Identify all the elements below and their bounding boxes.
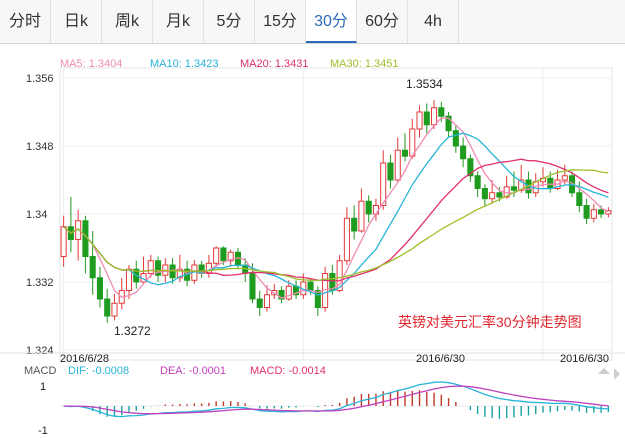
candle-body: [249, 273, 256, 300]
chart-title: 英镑对美元汇率30分钟走势图: [398, 314, 582, 330]
candle-body: [104, 298, 111, 317]
candle-body: [452, 130, 459, 147]
candle-body: [496, 192, 503, 198]
candle-body: [445, 115, 452, 132]
candle-body: [489, 192, 496, 200]
ma30-line: [63, 169, 609, 282]
macd-ytick-1: -1: [38, 425, 48, 437]
y-tick-label-2: 1.34: [26, 209, 47, 221]
macd-legend-2: DEA: -0.0001: [160, 365, 226, 377]
x-tick-label-0: 2016/6/28: [60, 353, 109, 365]
macd-legend-3: MACD: -0.0014: [250, 365, 326, 377]
candle-body: [372, 205, 379, 215]
candle-body: [561, 175, 568, 181]
low-label: 1.3272: [114, 324, 151, 338]
candle-body: [460, 145, 467, 160]
tab-8[interactable]: 4h: [408, 0, 459, 43]
ma10-line: [63, 132, 609, 296]
candle-body: [147, 260, 154, 274]
candle-body: [358, 200, 365, 232]
candle-body: [278, 290, 285, 300]
tab-6[interactable]: 30分: [306, 0, 357, 43]
candle-body: [401, 149, 409, 157]
timeframe-tabs: 分时 日k 周k 月k 5分 15分 30分 60分 4h: [0, 0, 625, 44]
dif-line: [63, 381, 609, 418]
x-tick-label-2: 2016/6/30: [560, 353, 609, 365]
ma-legend-3: MA30: 1.3451: [330, 58, 399, 70]
candle-body: [416, 111, 423, 130]
tab-5[interactable]: 15分: [255, 0, 306, 43]
candle-body: [481, 188, 488, 200]
ma-legend-2: MA20: 1.3431: [240, 58, 309, 70]
candle-body: [510, 186, 517, 191]
candle-body: [314, 290, 321, 308]
candle-body: [125, 268, 133, 291]
scroll-up-icon: [598, 368, 610, 374]
candle-body: [474, 175, 481, 189]
y-tick-label-0: 1.356: [26, 73, 54, 85]
candle-body: [336, 260, 343, 291]
candle-body: [351, 217, 358, 232]
candle-body: [285, 285, 292, 300]
tab-2[interactable]: 周k: [102, 0, 153, 43]
candle-body: [387, 162, 394, 181]
scroll-right-icon: [614, 368, 620, 380]
candle-body: [365, 200, 372, 215]
candle-body: [598, 209, 605, 215]
candle-body: [394, 149, 401, 181]
macd-legend-0: MACD: [24, 365, 56, 377]
candle-body: [518, 179, 525, 191]
candle-body: [547, 177, 554, 190]
candle-body: [590, 209, 597, 219]
tab-3[interactable]: 月k: [153, 0, 204, 43]
x-tick-label-1: 2016/6/30: [416, 353, 465, 365]
candle-body: [438, 107, 445, 117]
high-label: 1.3534: [406, 77, 443, 91]
candle-body: [111, 302, 118, 317]
candlestick-chart: 1.356 1.348 1.34 1.332 1.324 MA5: 1.3404 MA10:…: [0, 58, 625, 437]
candle-body: [220, 247, 227, 262]
ma20-line: [63, 158, 609, 282]
candle-body: [60, 226, 67, 257]
tab-0[interactable]: 分时: [0, 0, 51, 43]
candle-body: [89, 256, 96, 279]
candle-body: [256, 298, 263, 308]
candle-body: [96, 277, 103, 300]
dea-line: [63, 385, 609, 415]
tab-7[interactable]: 60分: [357, 0, 408, 43]
candle-body: [155, 260, 162, 276]
candle-body: [343, 217, 350, 262]
ma-legend-0: MA5: 1.3404: [60, 58, 122, 70]
candle-body: [263, 294, 271, 308]
candle-body: [576, 192, 583, 206]
candle-body: [213, 247, 220, 264]
candle-body: [431, 107, 438, 126]
candle-body: [380, 162, 387, 206]
candle-body: [467, 158, 474, 177]
y-tick-label-1: 1.348: [26, 141, 54, 153]
macd-legend-1: DIF: -0.0008: [68, 365, 129, 377]
candle-body: [583, 205, 590, 219]
y-tick-label-4: 1.324: [26, 345, 54, 357]
candle-body: [307, 281, 314, 291]
candle-body: [605, 210, 612, 215]
y-tick-label-3: 1.332: [26, 277, 54, 289]
tab-1[interactable]: 日k: [51, 0, 102, 43]
candle-body: [423, 111, 430, 126]
ma-legend-1: MA10: 1.3423: [150, 58, 219, 70]
macd-ytick-0: 1: [40, 381, 46, 393]
tab-4[interactable]: 5分: [204, 0, 255, 43]
candle-body: [227, 251, 234, 262]
